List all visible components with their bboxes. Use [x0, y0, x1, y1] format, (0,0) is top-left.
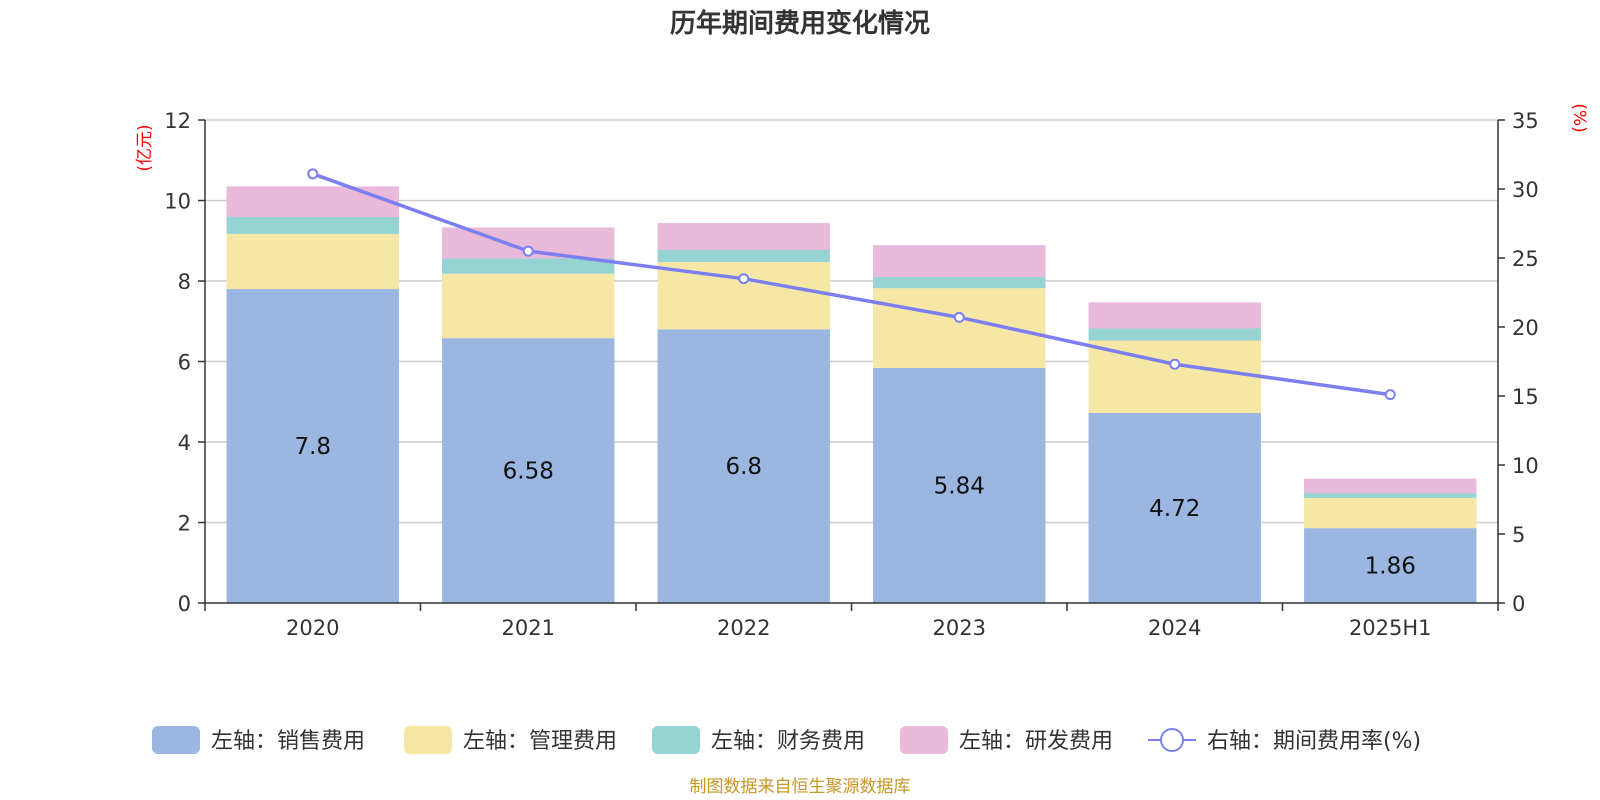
bar-segment-1 — [442, 273, 615, 339]
left-tick-label: 6 — [178, 351, 191, 375]
x-tick-label: 2021 — [502, 616, 555, 640]
legend-swatch — [404, 726, 452, 754]
bar-segment-0 — [1088, 413, 1261, 603]
bar-value-label: 6.58 — [503, 459, 554, 485]
bar-value-label: 5.84 — [934, 473, 985, 499]
legend-label: 左轴：研发费用 — [959, 729, 1113, 754]
left-tick-label: 2 — [178, 512, 191, 536]
bar-segment-3 — [873, 245, 1046, 277]
bar-segment-3 — [657, 223, 830, 251]
bar-segment-2 — [873, 276, 1046, 289]
right-tick-label: 20 — [1512, 316, 1539, 340]
legend-label: 左轴：销售费用 — [211, 729, 365, 754]
x-tick-label: 2020 — [286, 616, 339, 640]
right-tick-label: 35 — [1512, 109, 1539, 133]
source-note: 制图数据来自恒生聚源数据库 — [690, 777, 911, 797]
legend-item-1[interactable]: 左轴：管理费用 — [404, 726, 617, 754]
bar-segment-1 — [873, 288, 1046, 368]
bar-segment-2 — [1088, 328, 1261, 341]
legend-item-3[interactable]: 左轴：研发费用 — [900, 726, 1113, 754]
bar-segment-0 — [657, 329, 830, 603]
legend-label: 左轴：财务费用 — [711, 729, 865, 754]
x-tick-label: 2022 — [717, 616, 770, 640]
bar-segment-0 — [226, 289, 399, 603]
bar-segment-1 — [1304, 497, 1477, 529]
legend-swatch — [652, 726, 700, 754]
bar-segment-3 — [1088, 302, 1261, 329]
legend-item-2[interactable]: 左轴：财务费用 — [652, 726, 865, 754]
legend-label: 左轴：管理费用 — [463, 729, 617, 754]
x-tick-label: 2024 — [1148, 616, 1201, 640]
grid-lines — [205, 119, 1498, 524]
bar-value-label: 1.86 — [1365, 554, 1416, 580]
legend-item-0[interactable]: 左轴：销售费用 — [152, 726, 365, 754]
bar-segment-3 — [226, 186, 399, 218]
right-tick-label: 5 — [1512, 523, 1525, 547]
bar-labels: 7.8 6.58 6.8 5.84 4.72 1.86 — [294, 434, 1415, 580]
line-series — [307, 168, 1396, 401]
left-tick-label: 10 — [164, 190, 191, 214]
legend-label: 右轴：期间费用率(%) — [1207, 729, 1421, 754]
right-axis-unit: (%) — [1569, 103, 1589, 132]
axes: 0 2 4 6 8 10 12 0 5 10 15 20 25 30 35 2020 2021 2022 2023 2… — [164, 109, 1538, 640]
legend: 左轴：销售费用 左轴：管理费用 左轴：财务费用 左轴：研发费用 右轴：期间费用率(%) — [152, 726, 1421, 754]
rate-point — [522, 245, 534, 257]
legend-swatch — [152, 726, 200, 754]
bar-segment-2 — [657, 250, 830, 263]
legend-item-4[interactable]: 右轴：期间费用率(%) — [1148, 728, 1421, 754]
left-tick-label: 4 — [178, 431, 191, 455]
bar-segment-3 — [1304, 478, 1477, 494]
x-tick-label: 2023 — [933, 616, 986, 640]
bar-value-label: 6.8 — [725, 454, 762, 480]
right-tick-label: 30 — [1512, 178, 1539, 202]
bar-segment-1 — [226, 233, 399, 290]
rate-line — [312, 172, 1391, 397]
bar-segment-2 — [442, 258, 615, 274]
right-tick-label: 15 — [1512, 385, 1539, 409]
left-tick-label: 8 — [178, 270, 191, 294]
bar-segment-0 — [442, 338, 615, 603]
bar-segment-0 — [1304, 528, 1477, 603]
rate-point — [738, 273, 750, 285]
left-tick-label: 0 — [178, 592, 191, 616]
rate-point — [1384, 389, 1396, 401]
right-tick-label: 0 — [1512, 592, 1525, 616]
bar-value-label: 7.8 — [294, 434, 331, 460]
right-tick-label: 25 — [1512, 247, 1539, 271]
bar-segment-2 — [1304, 493, 1477, 498]
bar-segment-0 — [873, 367, 1046, 603]
chart-title: 历年期间费用变化情况 — [670, 8, 930, 39]
bar-segment-2 — [226, 217, 399, 234]
legend-swatch — [900, 726, 948, 754]
bar-value-label: 4.72 — [1149, 496, 1200, 522]
rate-point — [953, 311, 965, 323]
bars — [226, 186, 1477, 603]
rate-point — [1169, 358, 1181, 370]
right-tick-label: 10 — [1512, 454, 1539, 478]
left-tick-label: 12 — [164, 109, 191, 133]
x-tick-label: 2025H1 — [1349, 616, 1432, 640]
rate-point — [307, 168, 319, 180]
left-axis-unit: (亿元) — [135, 124, 155, 171]
legend-circle-swatch — [1160, 728, 1184, 752]
